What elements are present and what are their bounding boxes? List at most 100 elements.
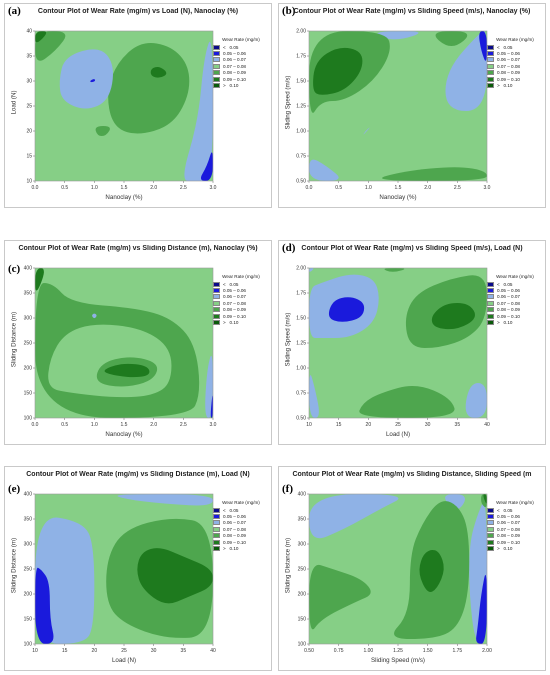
legend-range-label: 0.08 – 0.09: [497, 307, 520, 313]
contour-region: [479, 31, 487, 61]
x-tick-label: 40: [484, 422, 490, 428]
y-tick-label: 1.25: [296, 341, 306, 347]
legend-range-label: 0.09 – 0.10: [497, 539, 520, 545]
legend-swatch: [213, 57, 220, 63]
legend-swatch: [213, 288, 220, 294]
y-tick-label: 1.50: [296, 316, 306, 322]
legend-a: Wear Rate (mg/m) < 0.05 0.05 – 0.06 0.06 – …: [213, 37, 269, 89]
legend-swatch: [487, 520, 494, 526]
contour-region: [328, 297, 365, 322]
contour-region: [108, 43, 190, 134]
legend-range-label: > 0.10: [497, 546, 513, 552]
x-tick-label: 3.0: [210, 185, 217, 191]
legend-range-label: 0.07 – 0.08: [223, 526, 246, 532]
y-tick-label: 2.00: [296, 29, 306, 35]
legend-swatch: [213, 51, 220, 57]
legend-entry: 0.09 – 0.10: [487, 313, 543, 319]
y-tick-label: 100: [298, 642, 307, 648]
x-tick-label: 0.5: [61, 185, 68, 191]
legend-swatch: [213, 533, 220, 539]
y-tick-label: 0.50: [296, 416, 306, 422]
y-tick-label: 1.25: [296, 104, 306, 110]
legend-swatch: [213, 300, 220, 306]
y-tick-label: 40: [26, 29, 32, 35]
legend-entry: 0.09 – 0.10: [487, 76, 543, 82]
y-tick-label: 250: [24, 567, 33, 573]
contour-region: [419, 549, 444, 592]
y-tick-label: 350: [298, 517, 307, 523]
legend-range-label: < 0.05: [497, 44, 513, 50]
legend-entry: 0.05 – 0.06: [213, 50, 269, 57]
contour-plot-c: 0.0 0.5 1.0 1.5 2.0 2.5 3.0 100 150 200 250 300 350 4…: [24, 266, 217, 428]
contour-region: [309, 375, 319, 418]
legend-f: Wear Rate (mg/m) < 0.05 0.05 – 0.06 0.06 – …: [487, 500, 543, 552]
x-tick-label: 25: [121, 648, 127, 654]
contour-region: [363, 127, 370, 135]
legend-range-label: > 0.10: [497, 320, 513, 326]
y-tick-label: 1.00: [296, 129, 306, 135]
legend-entry: 0.05 – 0.06: [213, 287, 269, 294]
legend-d: Wear Rate (mg/m) < 0.05 0.05 – 0.06 0.06 – …: [487, 274, 543, 326]
contour-regions-a: [35, 31, 213, 181]
y-tick-label: 200: [24, 366, 33, 372]
y-tick-label: 0.50: [296, 179, 306, 185]
panel-f: 0.50 0.75 1.00 1.25 1.50 1.75 2.00 100 150 200 250…: [278, 466, 546, 671]
y-tick-label: 250: [298, 567, 307, 573]
legend-range-label: 0.05 – 0.06: [223, 514, 246, 520]
x-tick-label: 35: [455, 422, 461, 428]
legend-entry: 0.09 – 0.10: [213, 76, 269, 82]
x-axis-label-e: Load (N): [111, 657, 137, 664]
legend-entry: 0.07 – 0.08: [213, 526, 269, 532]
panel-d: 10 15 20 25 30 35 40 0.50 0.75 1.00 1.25 1.50 1.75 2.…: [278, 240, 546, 445]
legend-entry: < 0.05: [487, 507, 543, 513]
x-axis-label-a: Nanoclay (%): [105, 194, 143, 201]
legend-swatch: [213, 76, 220, 82]
legend-range-label: 0.09 – 0.10: [497, 313, 520, 319]
contour-region: [95, 126, 110, 136]
legend-range-label: 0.06 – 0.07: [223, 520, 246, 526]
legend-swatch: [487, 281, 494, 287]
y-axis-label-f: Sliding Distance (m): [284, 537, 292, 594]
x-tick-label: 1.5: [121, 185, 128, 191]
legend-swatch: [487, 539, 494, 545]
legend-entry: 0.07 – 0.08: [487, 526, 543, 532]
contour-region: [35, 31, 66, 61]
y-axis-label-d: Sliding Speed (m/s): [284, 312, 292, 367]
y-tick-label: 150: [24, 617, 33, 623]
contour-region: [309, 494, 399, 539]
contour-region: [200, 152, 213, 181]
legend-range-label: 0.07 – 0.08: [223, 300, 246, 306]
y-axis-label-a: Load (N): [10, 90, 18, 115]
contour-region: [117, 494, 213, 506]
contour-plot-e: 10 15 20 25 30 35 40 100 150 200 250 300 350 400: [24, 492, 216, 654]
legend-entry: > 0.10: [487, 545, 543, 552]
y-tick-label: 30: [26, 79, 32, 85]
x-tick-label: 30: [425, 422, 431, 428]
legend-title: Wear Rate (mg/m): [496, 500, 534, 505]
legend-range-label: 0.07 – 0.08: [223, 63, 246, 69]
legend-entry: 0.06 – 0.07: [487, 294, 543, 300]
contour-region: [465, 383, 487, 418]
legend-range-label: > 0.10: [223, 546, 239, 552]
chart-title-e: Contour Plot of Wear Rate (mg/m) vs Slid…: [26, 471, 250, 478]
x-tick-label: 3.0: [484, 185, 491, 191]
contour-plot-f: 0.50 0.75 1.00 1.25 1.50 1.75 2.00 100 150 200 250…: [298, 492, 492, 654]
x-tick-label: 1.5: [395, 185, 402, 191]
x-tick-label: 0.0: [306, 185, 313, 191]
legend-swatch: [487, 288, 494, 294]
legend-swatch: [487, 313, 494, 319]
legend-entry: < 0.05: [213, 507, 269, 513]
legend-swatch: [487, 76, 494, 82]
legend-range-label: 0.05 – 0.06: [497, 514, 520, 520]
legend-range-label: 0.06 – 0.07: [223, 57, 246, 63]
y-tick-label: 0.75: [296, 154, 306, 160]
legend-title: Wear Rate (mg/m): [496, 37, 534, 42]
x-tick-label: 2.0: [150, 422, 157, 428]
legend-entry: 0.09 – 0.10: [487, 539, 543, 545]
legend-e: Wear Rate (mg/m) < 0.05 0.05 – 0.06 0.06 – …: [213, 500, 269, 552]
x-tick-label: 1.0: [91, 422, 98, 428]
y-tick-label: 200: [298, 592, 307, 598]
legend-entry: 0.09 – 0.10: [213, 313, 269, 319]
x-tick-label: 3.0: [210, 422, 217, 428]
contour-regions-c: [35, 268, 213, 418]
